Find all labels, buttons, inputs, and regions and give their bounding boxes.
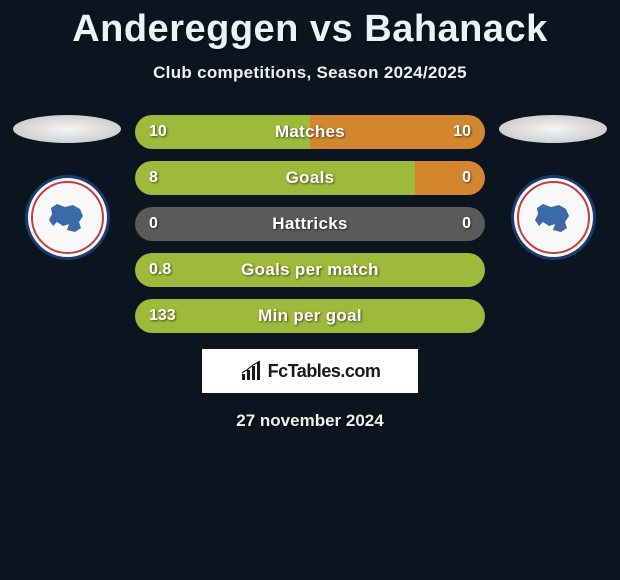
subtitle: Club competitions, Season 2024/2025 (0, 63, 620, 83)
bar-value-left: 0.8 (149, 261, 171, 279)
bar-value-right: 10 (453, 123, 471, 141)
date-label: 27 november 2024 (0, 411, 620, 431)
page-title: Andereggen vs Bahanack (0, 0, 620, 51)
greece-map-icon (45, 200, 89, 236)
logo-text: FcTables.com (268, 361, 381, 382)
stat-bar: Min per goal 133 (135, 299, 485, 333)
fctables-logo: FcTables.com (202, 349, 418, 393)
player-right-avatar (499, 115, 607, 143)
bar-value-left: 0 (149, 215, 158, 233)
bar-value-left: 8 (149, 169, 158, 187)
club-badge-left (25, 175, 110, 260)
stat-bar: Goals per match 0.8 (135, 253, 485, 287)
greece-map-icon (531, 200, 575, 236)
stat-bar: Goals 8 0 (135, 161, 485, 195)
stat-bar: Hattricks 0 0 (135, 207, 485, 241)
bar-segment-left (135, 161, 415, 195)
bar-value-right: 0 (462, 215, 471, 233)
bar-label: Hattricks (272, 214, 347, 234)
player-left-col (7, 115, 127, 260)
bar-label: Goals (286, 168, 335, 188)
stat-bars: Matches 10 10 Goals 8 0 Hattricks 0 0 Goals per m… (135, 115, 485, 333)
club-badge-right (511, 175, 596, 260)
comparison-row: Matches 10 10 Goals 8 0 Hattricks 0 0 Goals per m… (0, 115, 620, 333)
player-right-col (493, 115, 613, 260)
bar-value-left: 10 (149, 123, 167, 141)
bar-chart-icon (240, 360, 262, 382)
bar-value-left: 133 (149, 307, 176, 325)
bar-segment-right (415, 161, 485, 195)
bar-label: Min per goal (258, 306, 362, 326)
stat-bar: Matches 10 10 (135, 115, 485, 149)
bar-label: Matches (275, 122, 345, 142)
player-left-avatar (13, 115, 121, 143)
bar-value-right: 0 (462, 169, 471, 187)
bar-label: Goals per match (241, 260, 379, 280)
